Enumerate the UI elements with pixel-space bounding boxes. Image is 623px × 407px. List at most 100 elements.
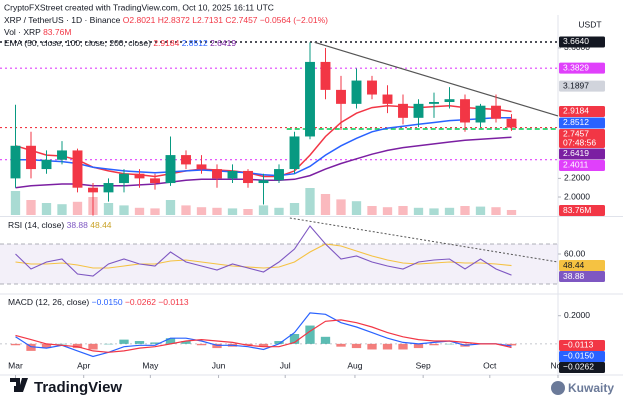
macd-histogram-bar bbox=[72, 343, 83, 349]
ohlc-change: −0.0564 (−2.01%) bbox=[260, 15, 328, 25]
candle-body bbox=[491, 105, 501, 119]
macd-histogram-bar bbox=[506, 343, 517, 346]
x-tick-label: Sep bbox=[416, 360, 431, 370]
rsi-ma-line bbox=[15, 243, 512, 269]
x-tick-label: Jul bbox=[280, 360, 291, 370]
signal-line bbox=[15, 319, 512, 353]
macd-value: −0.0113 bbox=[158, 297, 189, 307]
macd-histogram-bar bbox=[88, 343, 98, 350]
ema-value: 2.8512 bbox=[182, 38, 208, 48]
candle-body bbox=[320, 61, 331, 90]
ohlc-high: H2.8372 bbox=[158, 15, 190, 25]
symbol: XRP / TetherUS · 1D · Binance bbox=[4, 15, 121, 25]
price-label: −0.0113 bbox=[563, 340, 594, 350]
macd-histogram-bar bbox=[181, 341, 191, 344]
volume-bar bbox=[165, 200, 176, 215]
candle-body bbox=[41, 159, 52, 170]
volume-bar bbox=[150, 208, 160, 215]
y-tick-label: 60.00 bbox=[564, 248, 586, 258]
volume-bar bbox=[181, 205, 191, 215]
macd-histogram-bar bbox=[274, 341, 284, 344]
ohlc-open: O2.8021 bbox=[123, 15, 156, 25]
volume-bar bbox=[460, 206, 470, 215]
candle-body bbox=[88, 187, 98, 193]
credit: CryptoFXStreet created with TradingView.… bbox=[4, 2, 274, 12]
volume-title: Vol · XRP bbox=[4, 27, 41, 37]
volume-legend: Vol · XRP 83.76M bbox=[4, 27, 71, 37]
price-label: 2.9184 bbox=[563, 106, 589, 116]
ema-legend: EMA (50, close, 100, close, 200, close) … bbox=[4, 38, 236, 48]
x-tick-label: Aug bbox=[347, 360, 362, 370]
candle-body bbox=[382, 94, 393, 104]
price-label: 3.3829 bbox=[563, 62, 589, 72]
macd-histogram-bar bbox=[57, 343, 67, 345]
candle-body bbox=[289, 136, 300, 170]
volume-bar bbox=[72, 201, 83, 215]
candle-body bbox=[398, 103, 408, 118]
candle-body bbox=[413, 103, 424, 118]
rsi-line bbox=[15, 225, 512, 277]
rsi-title: RSI (14, close) bbox=[8, 220, 64, 230]
macd-histogram-bar bbox=[444, 343, 455, 345]
macd-histogram-bar bbox=[320, 336, 331, 344]
volume-label: 83.76M bbox=[563, 205, 591, 215]
symbol-line: XRP / TetherUS · 1D · Binance O2.8021 H2… bbox=[4, 15, 328, 25]
rsi-value: 48.44 bbox=[90, 220, 112, 230]
price-label-box bbox=[559, 361, 605, 373]
candle-body bbox=[429, 101, 439, 104]
candle-body bbox=[444, 99, 455, 102]
volume-bar bbox=[475, 206, 486, 215]
macd-title: MACD (12, 26, close) bbox=[8, 297, 89, 307]
candle-body bbox=[26, 145, 36, 170]
candle-body bbox=[258, 180, 269, 184]
volume-bar bbox=[336, 199, 346, 215]
candle-body bbox=[119, 173, 129, 184]
x-tick-label: May bbox=[142, 360, 159, 370]
price-label-box bbox=[559, 117, 605, 129]
volume-value: 83.76M bbox=[43, 27, 71, 37]
macd-histogram-bar bbox=[196, 343, 207, 346]
volume-bar bbox=[119, 205, 129, 215]
volume-bar bbox=[367, 206, 377, 215]
volume-bar bbox=[103, 203, 114, 215]
volume-bar bbox=[320, 194, 331, 215]
volume-bar bbox=[351, 201, 362, 215]
macd-histogram-bar bbox=[119, 339, 129, 344]
ema-value: 2.6419 bbox=[210, 38, 236, 48]
macd-histogram-bar bbox=[134, 341, 145, 344]
candle-body bbox=[10, 145, 21, 179]
watermark: Kuwaity bbox=[568, 381, 614, 395]
volume-bar bbox=[289, 203, 300, 215]
price-label-box bbox=[559, 148, 605, 160]
rsi-band bbox=[0, 244, 558, 284]
candle-body bbox=[72, 150, 83, 188]
trendline bbox=[314, 41, 559, 117]
macd-histogram-bar bbox=[336, 343, 346, 347]
rsi-legend: RSI (14, close) 38.88 48.44 bbox=[8, 220, 112, 230]
price-label: −0.0150 bbox=[563, 351, 594, 361]
candle-body bbox=[351, 80, 362, 104]
x-tick-label: Oct bbox=[483, 360, 497, 370]
macd-histogram-bar bbox=[41, 343, 52, 349]
ohlc-close: C2.7457 bbox=[225, 15, 257, 25]
macd-histogram-bar bbox=[398, 343, 408, 350]
price-label-box bbox=[559, 36, 605, 48]
macd-histogram-bar bbox=[10, 343, 21, 346]
volume-bar bbox=[305, 188, 315, 215]
candle-body bbox=[212, 169, 222, 179]
candle-body bbox=[134, 173, 145, 179]
volume-bar bbox=[274, 207, 284, 215]
ohlc-low: L2.7131 bbox=[192, 15, 223, 25]
price-label-box bbox=[559, 339, 605, 351]
volume-bar bbox=[227, 208, 238, 215]
y-axis-label: USDT bbox=[578, 19, 601, 29]
x-tick-label: Nov bbox=[550, 360, 566, 370]
price-label: 3.6640 bbox=[563, 36, 589, 46]
macd-histogram-bar bbox=[351, 343, 362, 349]
price-label: 2.8512 bbox=[563, 117, 589, 127]
volume-bar bbox=[41, 203, 52, 215]
macd-value: −0.0262 bbox=[125, 297, 156, 307]
price-label-box bbox=[559, 260, 605, 272]
candle-body bbox=[181, 155, 191, 165]
x-tick-label: Apr bbox=[77, 360, 90, 370]
